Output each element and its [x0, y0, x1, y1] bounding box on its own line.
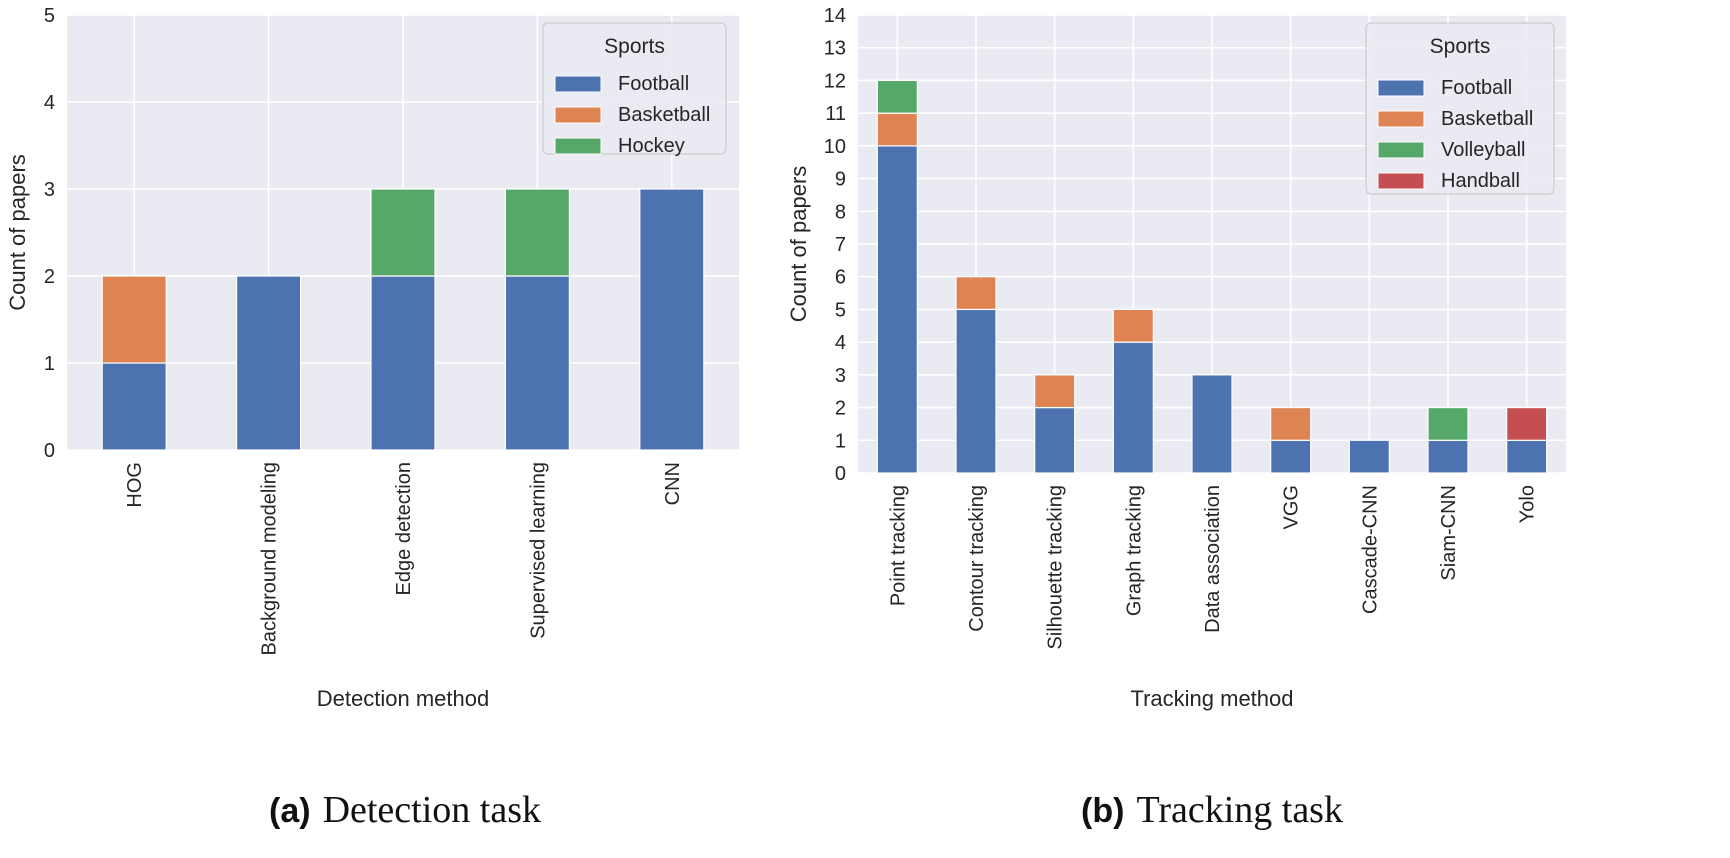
detection-legend-label-football: Football	[618, 73, 689, 95]
tracking-bar-siam-cnn-football	[1427, 439, 1469, 474]
tracking-y-tick-label: 4	[835, 332, 846, 354]
tracking-y-tick-label: 14	[824, 5, 846, 27]
tracking-bar-vgg-football	[1270, 439, 1312, 474]
tracking-legend-swatch-volleyball	[1377, 141, 1425, 159]
tracking-x-tick-label: Contour tracking	[966, 485, 988, 632]
tracking-bar-point-tracking-volleyball	[876, 79, 918, 114]
tracking-x-tick-label: Graph tracking	[1123, 485, 1145, 616]
tracking-x-tick-label: Silhouette tracking	[1045, 485, 1067, 650]
tracking-legend-swatch-handball	[1377, 172, 1425, 190]
detection-legend: Sports Football Basketball Hockey	[542, 22, 727, 157]
detection-x-tick-label: CNN	[662, 462, 684, 505]
tracking-bar-cascade-cnn-football	[1348, 439, 1390, 474]
detection-bar-supervised-learning-hockey	[504, 188, 570, 277]
tracking-bars	[876, 79, 1548, 474]
detection-bar-cnn-football	[639, 188, 705, 451]
tracking-bar-point-tracking-basketball	[876, 112, 918, 147]
tracking-caption-text: Tracking task	[1136, 789, 1343, 831]
detection-bar-supervised-learning-football	[504, 275, 570, 451]
tracking-y-tick-label: 9	[835, 169, 846, 191]
tracking-y-tick-label: 0	[835, 463, 846, 485]
tracking-bar-siam-cnn-volleyball	[1427, 406, 1469, 441]
tracking-y-tick-label: 3	[835, 365, 846, 387]
tracking-bar-graph-tracking-football	[1112, 341, 1154, 474]
tracking-legend: Sports Football Basketball Volleyball Handb…	[1365, 22, 1555, 195]
tracking-x-axis-label: Tracking method	[1130, 686, 1293, 711]
detection-x-tick-label: Supervised learning	[527, 462, 549, 639]
detection-legend-swatch-hockey	[554, 137, 602, 155]
detection-x-tick-label: Edge detection	[393, 462, 415, 595]
detection-caption-text: Detection task	[323, 789, 541, 831]
tracking-bar-point-tracking-football	[876, 145, 918, 474]
detection-x-ticks: HOG Background modeling Edge detection Supe…	[124, 462, 684, 655]
tracking-y-tick-label: 5	[835, 299, 846, 321]
detection-y-tick-label: 2	[44, 266, 55, 288]
detection-bar-edge-detection-hockey	[370, 188, 436, 277]
tracking-legend-items: Football Basketball Volleyball Handball	[1377, 77, 1533, 192]
tracking-y-tick-label: 11	[825, 103, 846, 125]
tracking-y-axis-label: Count of papers	[786, 166, 811, 323]
tracking-x-tick-label: Data association	[1202, 485, 1224, 633]
tracking-bar-yolo-handball	[1506, 406, 1548, 441]
tracking-caption-label: (b)	[1081, 792, 1124, 830]
tracking-y-tick-label: 10	[824, 136, 846, 158]
tracking-x-tick-label: Siam-CNN	[1438, 485, 1460, 581]
tracking-bar-graph-tracking-basketball	[1112, 308, 1154, 343]
detection-chart-panel: 0 1 2 3 4 5 HOG Background modeling Edge detect…	[5, 5, 739, 831]
tracking-x-tick-label: VGG	[1281, 485, 1303, 529]
tracking-x-tick-label: Point tracking	[887, 485, 909, 606]
detection-x-axis-label: Detection method	[317, 686, 489, 711]
detection-legend-label-hockey: Hockey	[618, 135, 685, 157]
tracking-x-ticks: Point tracking Contour tracking Silhouette…	[887, 485, 1538, 650]
tracking-y-tick-label: 6	[835, 267, 846, 289]
tracking-y-tick-label: 8	[835, 201, 846, 223]
detection-caption-label: (a)	[269, 792, 311, 830]
tracking-legend-title: Sports	[1430, 35, 1491, 58]
detection-bar-edge-detection-football	[370, 275, 436, 451]
tracking-bar-yolo-football	[1506, 439, 1548, 474]
tracking-legend-swatch-football	[1377, 79, 1425, 97]
tracking-caption: (b) Tracking task	[1081, 789, 1343, 831]
tracking-legend-label-handball: Handball	[1441, 170, 1520, 192]
tracking-bar-vgg-basketball	[1270, 406, 1312, 441]
tracking-y-tick-label: 1	[835, 430, 846, 452]
detection-y-tick-label: 5	[44, 5, 55, 27]
detection-y-tick-label: 3	[44, 179, 55, 201]
tracking-y-tick-label: 7	[835, 234, 846, 256]
detection-x-tick-label: HOG	[124, 462, 146, 508]
detection-legend-swatch-football	[554, 75, 602, 93]
tracking-y-tick-label: 2	[835, 398, 846, 420]
detection-y-ticks: 0 1 2 3 4 5	[44, 5, 55, 462]
tracking-legend-label-basketball: Basketball	[1441, 108, 1533, 130]
detection-legend-items: Football Basketball Hockey	[554, 73, 710, 157]
detection-y-tick-label: 0	[44, 440, 55, 462]
detection-bar-hog-basketball	[101, 275, 167, 364]
tracking-legend-swatch-basketball	[1377, 110, 1425, 128]
detection-bars	[101, 188, 705, 451]
detection-legend-title: Sports	[604, 35, 665, 58]
detection-caption: (a) Detection task	[269, 789, 541, 831]
tracking-bar-contour-tracking-basketball	[955, 276, 997, 311]
tracking-bar-silhouette-tracking-football	[1034, 406, 1076, 474]
tracking-bar-silhouette-tracking-basketball	[1034, 374, 1076, 409]
detection-y-tick-label: 4	[44, 92, 55, 114]
tracking-legend-label-volleyball: Volleyball	[1441, 139, 1526, 161]
detection-y-axis-label: Count of papers	[5, 154, 30, 311]
detection-x-tick-label: Background modeling	[259, 462, 281, 655]
tracking-legend-label-football: Football	[1441, 77, 1512, 99]
detection-y-tick-label: 1	[44, 353, 55, 375]
detection-bar-hog-football	[101, 362, 167, 451]
tracking-y-tick-label: 12	[824, 70, 846, 92]
detection-legend-label-basketball: Basketball	[618, 104, 710, 126]
tracking-y-tick-label: 13	[824, 38, 846, 60]
tracking-bar-contour-tracking-football	[955, 308, 997, 474]
tracking-x-tick-label: Cascade-CNN	[1359, 485, 1381, 614]
detection-legend-swatch-basketball	[554, 106, 602, 124]
tracking-bar-data-association-football	[1191, 374, 1233, 474]
detection-bar-background-modeling-football	[236, 275, 302, 451]
tracking-x-tick-label: Yolo	[1517, 485, 1539, 523]
